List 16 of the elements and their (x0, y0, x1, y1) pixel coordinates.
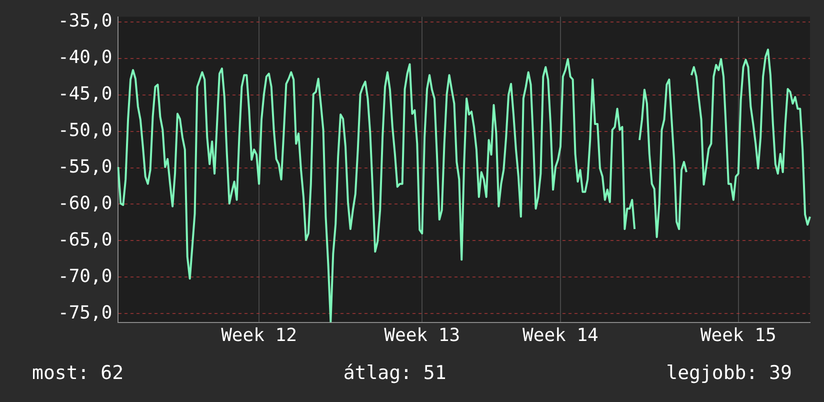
y-tick-label: -70,0 (58, 266, 112, 287)
y-tick-label: -75,0 (58, 302, 112, 324)
y-tick-label: -35,0 (58, 10, 112, 32)
y-tick-label: -60,0 (58, 192, 112, 214)
y-tick-label: -45,0 (58, 84, 112, 105)
x-tick-label: Week 13 (384, 324, 460, 346)
y-tick-label: -65,0 (58, 229, 112, 250)
x-tick-label: Week 14 (522, 324, 598, 346)
y-tick-label: -55,0 (58, 156, 112, 178)
text: legjobb: 39 (666, 362, 792, 384)
y-tick-label: -40,0 (58, 47, 112, 68)
y-tick-label: -50,0 (58, 120, 112, 141)
text: átlag: 51 (343, 362, 446, 384)
x-tick-label: Week 15 (700, 324, 776, 346)
x-tick-label: Week 12 (221, 324, 297, 346)
text: most: 62 (32, 362, 124, 384)
